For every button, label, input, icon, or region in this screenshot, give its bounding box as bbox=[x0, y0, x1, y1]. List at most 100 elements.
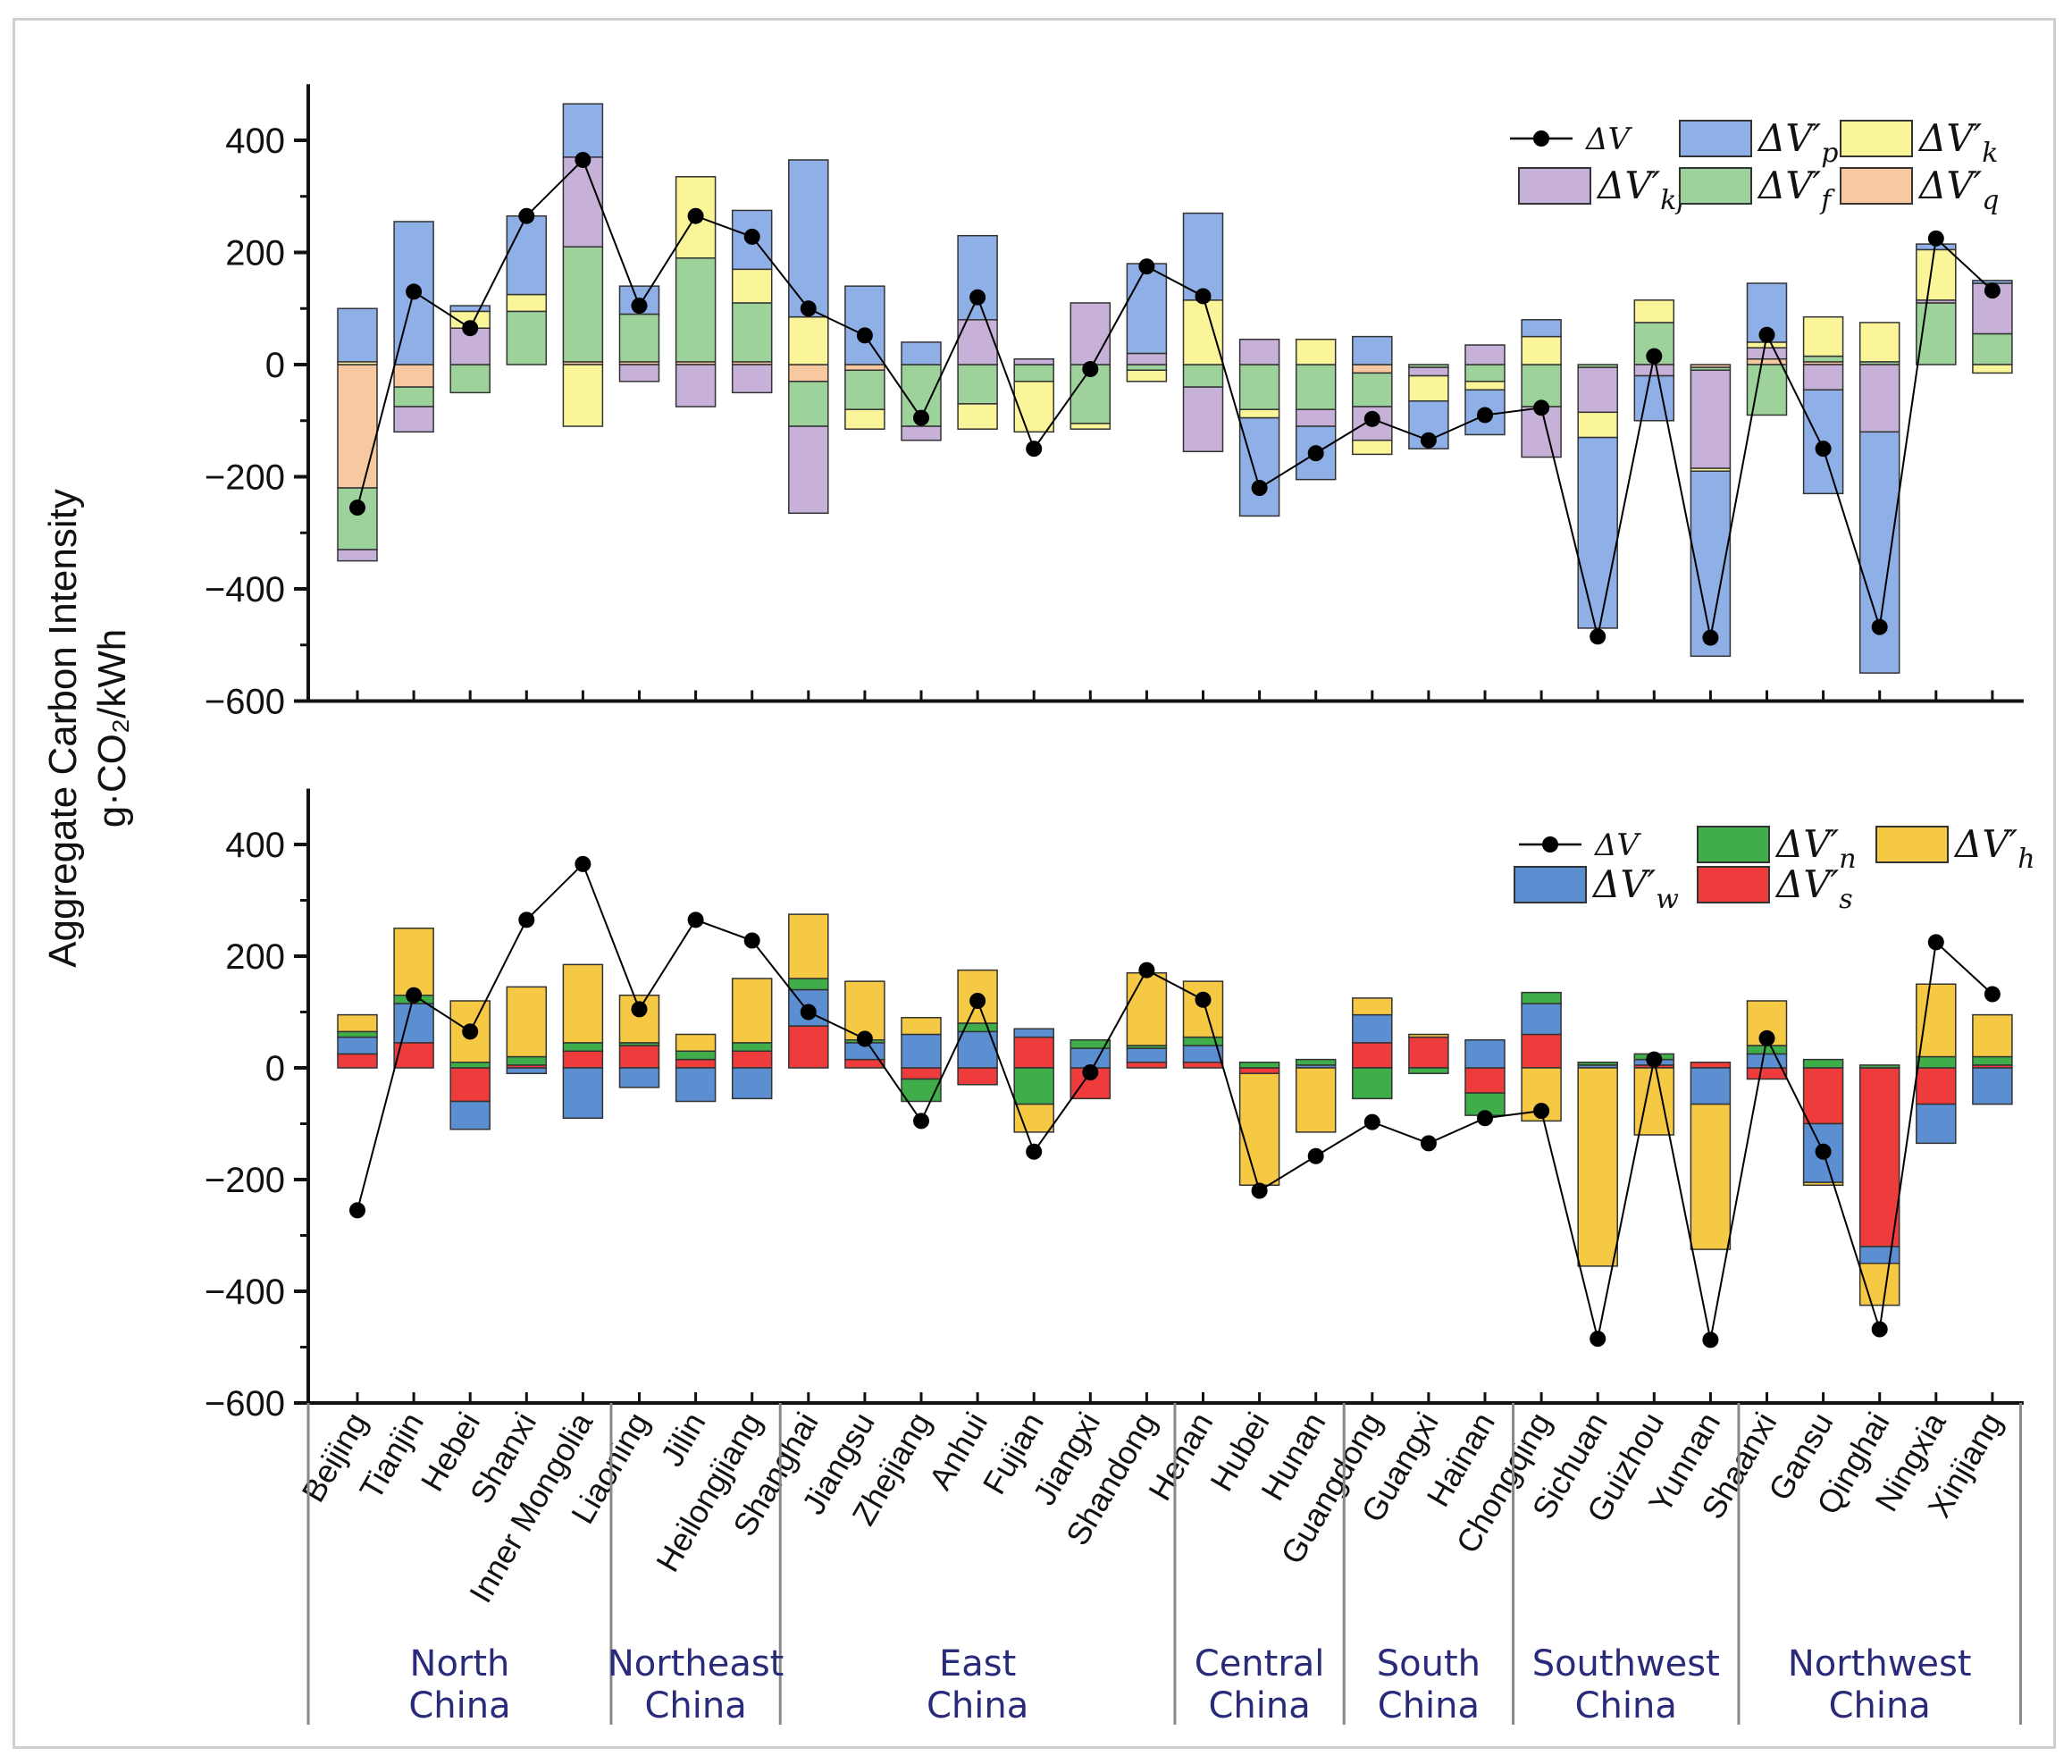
legend-swatch-kf bbox=[1518, 167, 1591, 205]
bar-segment-p bbox=[1521, 319, 1562, 338]
bar-segment-w bbox=[618, 1067, 660, 1088]
region-label-line1: Southwest bbox=[1532, 1643, 1720, 1684]
delta-v-point bbox=[1533, 1103, 1550, 1120]
bar-segment-k bbox=[957, 403, 998, 430]
delta-v-point bbox=[575, 855, 591, 872]
region-label-line2: China bbox=[1378, 1685, 1480, 1726]
bar-segment-kf bbox=[1464, 344, 1506, 365]
bar-segment-f bbox=[337, 487, 378, 550]
bar-segment-kf bbox=[337, 549, 378, 562]
bar-segment-h bbox=[1295, 1067, 1337, 1133]
bar-segment-h bbox=[1972, 1013, 2013, 1058]
delta-v-point bbox=[969, 993, 986, 1009]
bar-segment-n bbox=[1746, 1045, 1788, 1055]
region-label-line1: East bbox=[939, 1643, 1016, 1684]
region-label-line2: China bbox=[1208, 1685, 1310, 1726]
y-tick-label: 200 bbox=[225, 234, 285, 273]
bar-segment-s bbox=[337, 1053, 378, 1069]
bar-segment-s bbox=[901, 1067, 942, 1080]
bar-segment-f bbox=[731, 302, 773, 363]
bar-segment-k bbox=[1633, 299, 1675, 323]
bar-segment-w bbox=[1521, 1003, 1562, 1036]
bar-segment-s bbox=[731, 1050, 773, 1069]
delta-v-point bbox=[969, 289, 986, 306]
delta-v-point bbox=[406, 987, 423, 1004]
bar-segment-kf bbox=[675, 364, 717, 407]
delta-v-point bbox=[1758, 326, 1775, 343]
delta-v-point bbox=[743, 228, 760, 245]
delta-v-point bbox=[687, 207, 704, 224]
region-label-line1: South bbox=[1377, 1643, 1481, 1684]
legend-label-subscript: p bbox=[1821, 138, 1838, 169]
bar-segment-h bbox=[1577, 1067, 1618, 1267]
legend: ΔV ΔV′n ΔV′hΔV′w ΔV′s bbox=[1514, 822, 2035, 915]
y-tick-label: −200 bbox=[205, 1161, 285, 1200]
bar-segment-w bbox=[1916, 1103, 1957, 1145]
delta-v-point bbox=[800, 300, 817, 317]
legend-label-main: ΔV′ bbox=[1774, 862, 1840, 906]
region-label-line1: Northeast bbox=[608, 1643, 784, 1684]
legend-label-main: ΔV′ bbox=[1757, 164, 1822, 207]
bar-segment-h bbox=[1238, 1072, 1280, 1186]
bar-segment-f bbox=[1182, 364, 1224, 388]
bar-segment-kf bbox=[618, 364, 660, 382]
bar-segment-h bbox=[1182, 980, 1224, 1038]
region-label-line2: China bbox=[408, 1685, 510, 1726]
bar-segment-s bbox=[1408, 1036, 1449, 1069]
y-tick-label: 400 bbox=[225, 826, 285, 865]
bar-segment-n bbox=[675, 1050, 717, 1061]
legend-label-subscript: f bbox=[1819, 185, 1835, 216]
delta-v-point bbox=[1927, 934, 1944, 951]
bar-segment-n bbox=[1916, 1055, 1957, 1069]
bar-segment-f bbox=[1238, 364, 1280, 410]
bar-segment-k bbox=[1408, 374, 1449, 402]
legend-swatch-k bbox=[1840, 120, 1913, 157]
legend-label-subscript: q bbox=[1982, 185, 1999, 216]
legend-label-q: ΔV′q bbox=[1917, 164, 1999, 216]
delta-v-point bbox=[1363, 1113, 1380, 1130]
delta-v-point bbox=[856, 327, 873, 344]
bar-segment-s bbox=[562, 1050, 604, 1069]
bar-segment-s bbox=[449, 1067, 491, 1103]
bar-segment-n bbox=[1352, 1067, 1393, 1100]
legend-swatch-h bbox=[1875, 826, 1949, 863]
region-label-line1: Central bbox=[1195, 1643, 1325, 1684]
bar-segment-p bbox=[788, 159, 829, 318]
delta-v-point bbox=[1195, 991, 1212, 1008]
y-tick-label: −200 bbox=[205, 458, 285, 498]
legend-label-main: ΔV′ bbox=[1917, 164, 1983, 207]
delta-v-point bbox=[1082, 1064, 1099, 1080]
bar-segment-kf bbox=[788, 425, 829, 515]
delta-v-point bbox=[349, 500, 365, 517]
y-axis-title-line1: Aggregate Carbon Intensity bbox=[41, 489, 85, 968]
bar-segment-h bbox=[1013, 1103, 1054, 1133]
bar-segment-p bbox=[901, 341, 942, 365]
bar-segment-f bbox=[1013, 364, 1054, 382]
bar-segment-w bbox=[1126, 1047, 1168, 1063]
bar-segment-h bbox=[788, 913, 829, 979]
delta-v-point bbox=[743, 932, 760, 949]
delta-v-point bbox=[406, 283, 423, 300]
bar-segment-p bbox=[337, 307, 378, 363]
bar-segment-n bbox=[1070, 1039, 1111, 1049]
delta-v-point bbox=[1815, 441, 1832, 458]
region-label-line2: China bbox=[927, 1685, 1028, 1726]
legend-label-main: ΔV′ bbox=[1917, 116, 1983, 160]
legend-swatch-w bbox=[1514, 866, 1587, 903]
bar-segment-h bbox=[562, 963, 604, 1044]
bar-segment-h bbox=[337, 1013, 378, 1033]
bar-segment-s bbox=[618, 1045, 660, 1069]
bar-segment-w bbox=[1972, 1067, 2013, 1105]
bar-segment-h bbox=[1858, 1263, 1900, 1306]
bar-segment-h bbox=[1690, 1103, 1732, 1250]
delta-v-point bbox=[1082, 361, 1099, 378]
delta-v-point bbox=[1138, 258, 1155, 275]
bar-segment-n bbox=[1013, 1067, 1054, 1105]
bar-segment-n bbox=[1577, 1062, 1618, 1066]
bar-segment-p bbox=[449, 305, 491, 313]
delta-v-point bbox=[1307, 1147, 1324, 1164]
bar-segment-k bbox=[1916, 248, 1957, 301]
bar-segment-f bbox=[1352, 372, 1393, 407]
y-axis-title: Aggregate Carbon Intensity g·CO₂/kWh bbox=[41, 489, 134, 968]
